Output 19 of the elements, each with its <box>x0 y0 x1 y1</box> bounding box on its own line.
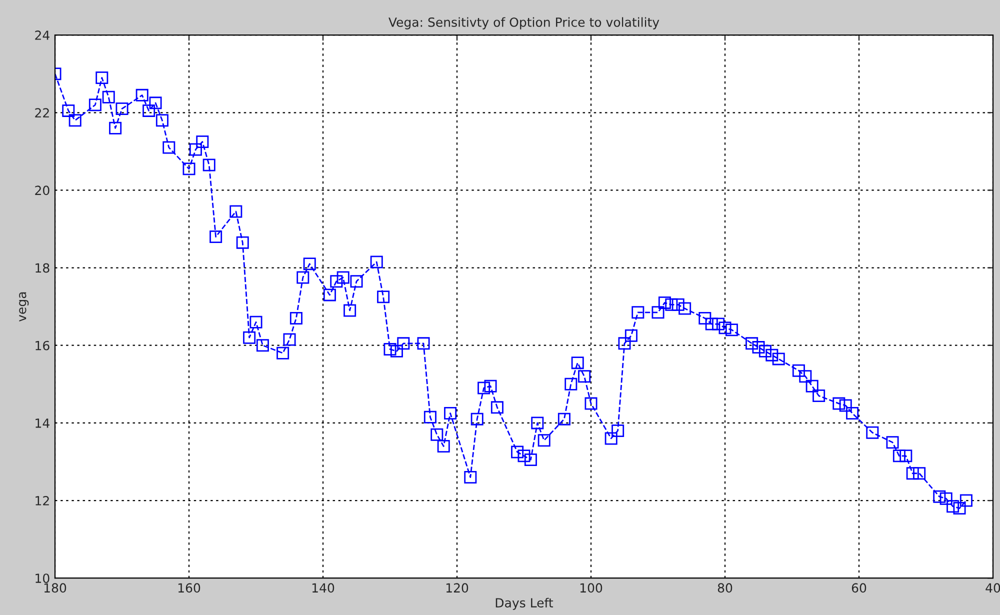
x-tick-label: 180 <box>44 583 66 593</box>
y-axis-title: vega <box>19 292 29 322</box>
x-tick-label: 120 <box>446 583 468 593</box>
x-axis-title: Days Left <box>496 598 554 610</box>
y-tick-label: 12 <box>36 496 49 506</box>
x-tick-label: 60 <box>852 583 866 593</box>
y-tick-label: 20 <box>35 186 50 196</box>
y-tick-label: 18 <box>36 263 50 273</box>
x-tick-label: 40 <box>986 583 1000 593</box>
y-tick-label: 10 <box>36 574 50 584</box>
y-tick-label: 16 <box>36 340 50 350</box>
x-tick-label: 100 <box>580 583 602 593</box>
chart-title: Vega: Sensitivty of Option Price to volatility <box>388 17 660 30</box>
y-tick-label: 14 <box>36 418 50 428</box>
y-tick-label: 24 <box>35 30 50 40</box>
x-tick-label: 80 <box>718 583 732 593</box>
y-tick-label: 22 <box>35 108 49 118</box>
x-tick-label: 140 <box>312 583 334 593</box>
x-tick-label: 160 <box>178 583 200 593</box>
